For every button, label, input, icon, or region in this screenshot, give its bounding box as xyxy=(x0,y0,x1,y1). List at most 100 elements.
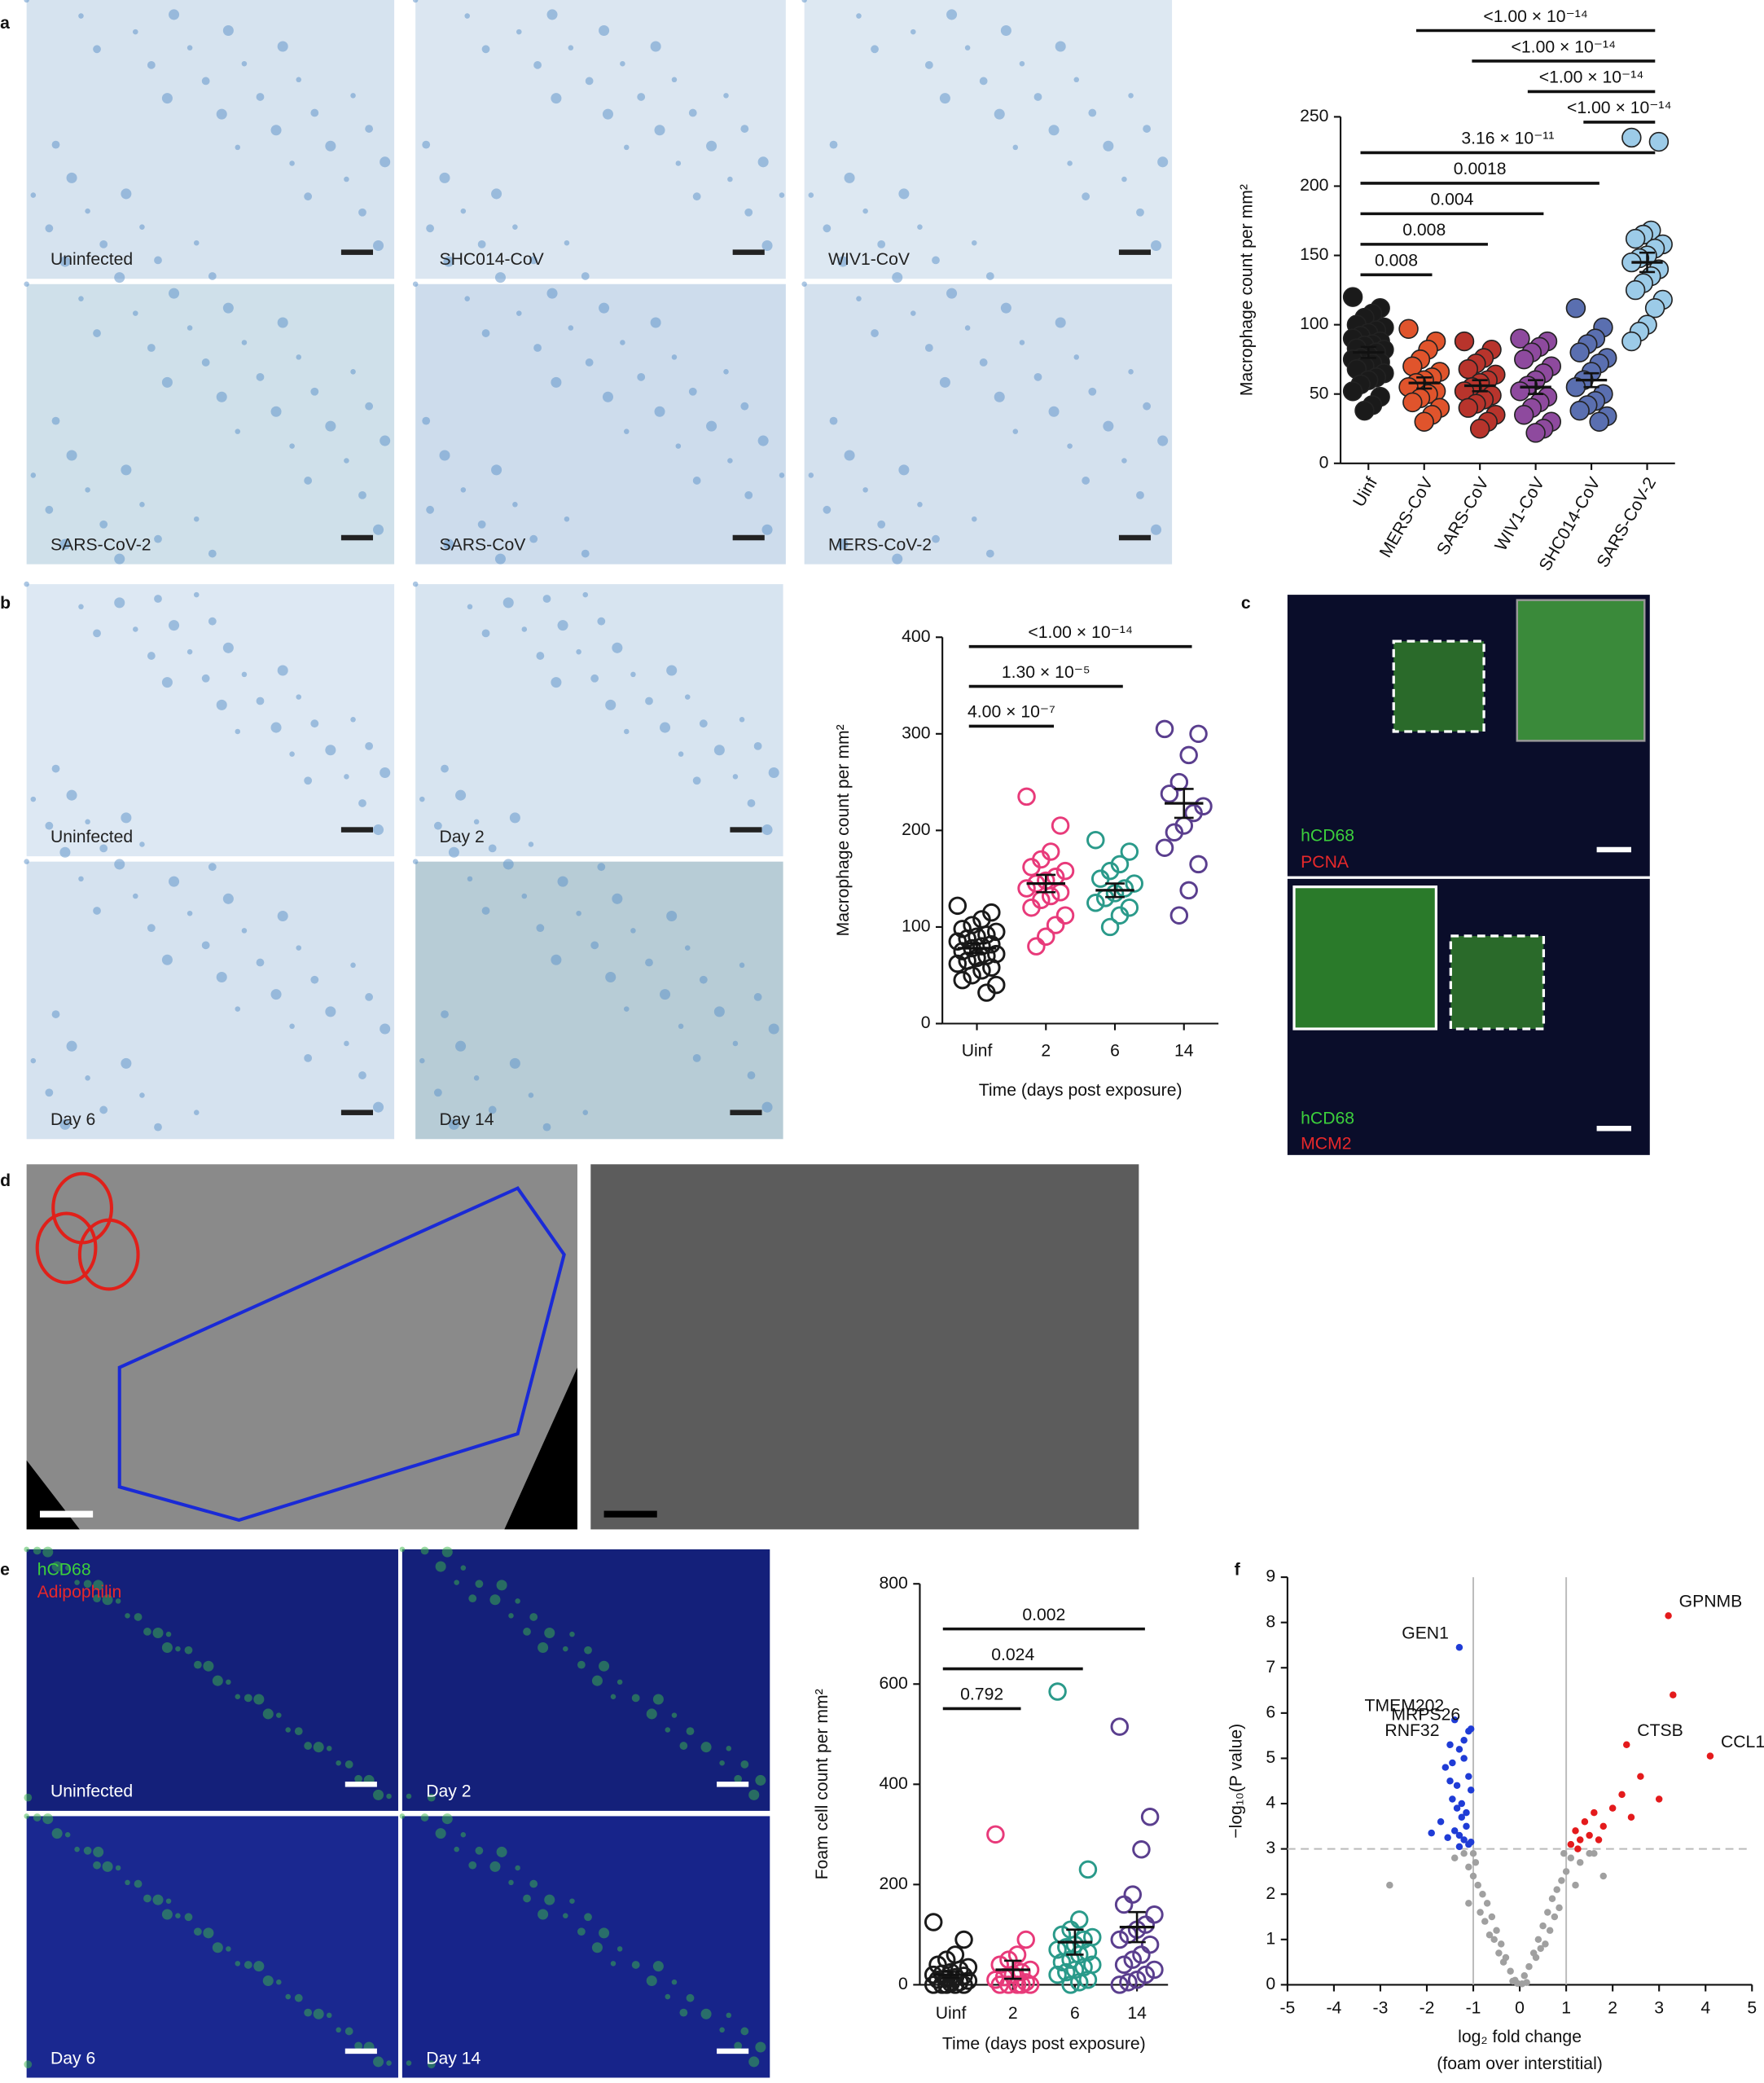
cell xyxy=(823,505,832,514)
gene-label: MRPS26 xyxy=(1391,1706,1460,1725)
data-point xyxy=(1450,1854,1459,1861)
cell xyxy=(441,1010,449,1018)
data-point xyxy=(924,1975,943,1994)
cell xyxy=(823,224,832,233)
data-point xyxy=(1155,838,1174,857)
cell xyxy=(296,77,302,83)
cell xyxy=(325,140,336,152)
channel-label: hCD68 xyxy=(1301,826,1354,845)
cell xyxy=(460,487,467,493)
em-black xyxy=(504,1367,577,1530)
cell xyxy=(51,1010,60,1018)
x-tick-label: -1 xyxy=(1466,1998,1481,2017)
cell xyxy=(45,505,54,514)
cell xyxy=(222,642,234,653)
data-point xyxy=(1581,1818,1589,1826)
cell xyxy=(296,354,302,360)
y-tick-label: 300 xyxy=(902,723,930,742)
cell xyxy=(216,971,227,982)
cell xyxy=(617,1679,623,1685)
x-tick-label: 14 xyxy=(1127,2004,1147,2023)
p-value: 0.002 xyxy=(1022,1606,1065,1624)
gene-label: TMEM202 xyxy=(1365,1696,1445,1715)
data-point xyxy=(1644,297,1665,319)
cell xyxy=(226,1946,231,1952)
data-point xyxy=(999,1975,1018,1994)
data-point xyxy=(1444,1834,1451,1841)
data-point xyxy=(1140,1808,1160,1826)
cell xyxy=(201,941,210,950)
channel-label: MCM2 xyxy=(1301,1134,1351,1153)
cell xyxy=(700,2008,712,2019)
x-tick-label: 5 xyxy=(1747,1998,1757,2017)
x-tick-label: 6 xyxy=(1070,2004,1080,2023)
data-point xyxy=(1525,423,1546,443)
cell xyxy=(354,2041,362,2050)
cell xyxy=(515,1865,520,1871)
data-point xyxy=(928,1971,947,1989)
cell xyxy=(99,1105,108,1114)
cell xyxy=(590,941,599,950)
micrograph xyxy=(804,283,1173,565)
cell xyxy=(924,60,933,69)
cell xyxy=(365,402,374,411)
cell xyxy=(169,620,180,631)
x-tick-label: -3 xyxy=(1373,1998,1389,2017)
cell xyxy=(748,2056,760,2068)
cell xyxy=(115,1598,121,1604)
cell xyxy=(740,402,749,411)
cell xyxy=(602,108,613,120)
scale-bar xyxy=(730,827,762,833)
data-point xyxy=(1513,1980,1521,1987)
cell xyxy=(557,876,568,887)
data-point xyxy=(1114,1955,1134,1975)
cell xyxy=(433,821,442,830)
cell xyxy=(313,2008,324,2019)
cell xyxy=(723,93,729,99)
data-point xyxy=(1510,328,1530,349)
cell xyxy=(700,1742,712,1753)
data-point xyxy=(1460,1836,1468,1843)
cell xyxy=(631,1694,640,1703)
data-point xyxy=(1145,1905,1164,1924)
scale-bar xyxy=(732,249,765,255)
cell xyxy=(420,1813,429,1822)
cell xyxy=(1121,458,1127,464)
data-point xyxy=(1354,400,1375,421)
cell xyxy=(24,281,29,288)
cell xyxy=(481,907,490,915)
data-point xyxy=(1184,803,1203,823)
data-point xyxy=(1454,331,1475,352)
cell xyxy=(1012,144,1019,151)
channel-label: Adipophilin xyxy=(37,1583,122,1602)
data-point xyxy=(1342,381,1363,402)
data-point xyxy=(1090,869,1110,888)
cell xyxy=(325,1006,336,1017)
cell xyxy=(201,77,210,86)
cell xyxy=(597,863,606,872)
cell xyxy=(310,387,319,396)
cell xyxy=(719,1760,725,1766)
data-point xyxy=(953,942,972,960)
data-point xyxy=(954,1930,973,1949)
cell xyxy=(569,1898,575,1904)
data-point xyxy=(1169,906,1189,925)
cell xyxy=(568,45,574,51)
cell xyxy=(654,406,665,417)
cell xyxy=(256,372,265,381)
data-point xyxy=(1450,1827,1459,1835)
micrograph xyxy=(415,0,786,279)
cell xyxy=(326,1746,332,1751)
cell xyxy=(620,60,625,67)
cell xyxy=(64,1831,71,1838)
cell xyxy=(779,472,785,478)
scale-bar xyxy=(340,827,374,833)
scale-bar xyxy=(732,534,765,541)
p-value: 4.00 × 10⁻⁷ xyxy=(968,703,1055,722)
cell xyxy=(358,1071,366,1079)
cell xyxy=(726,1746,732,1751)
cell xyxy=(671,1979,678,1985)
cell xyxy=(344,458,349,464)
cell xyxy=(422,416,431,425)
y-tick-label: 7 xyxy=(1266,1658,1275,1677)
